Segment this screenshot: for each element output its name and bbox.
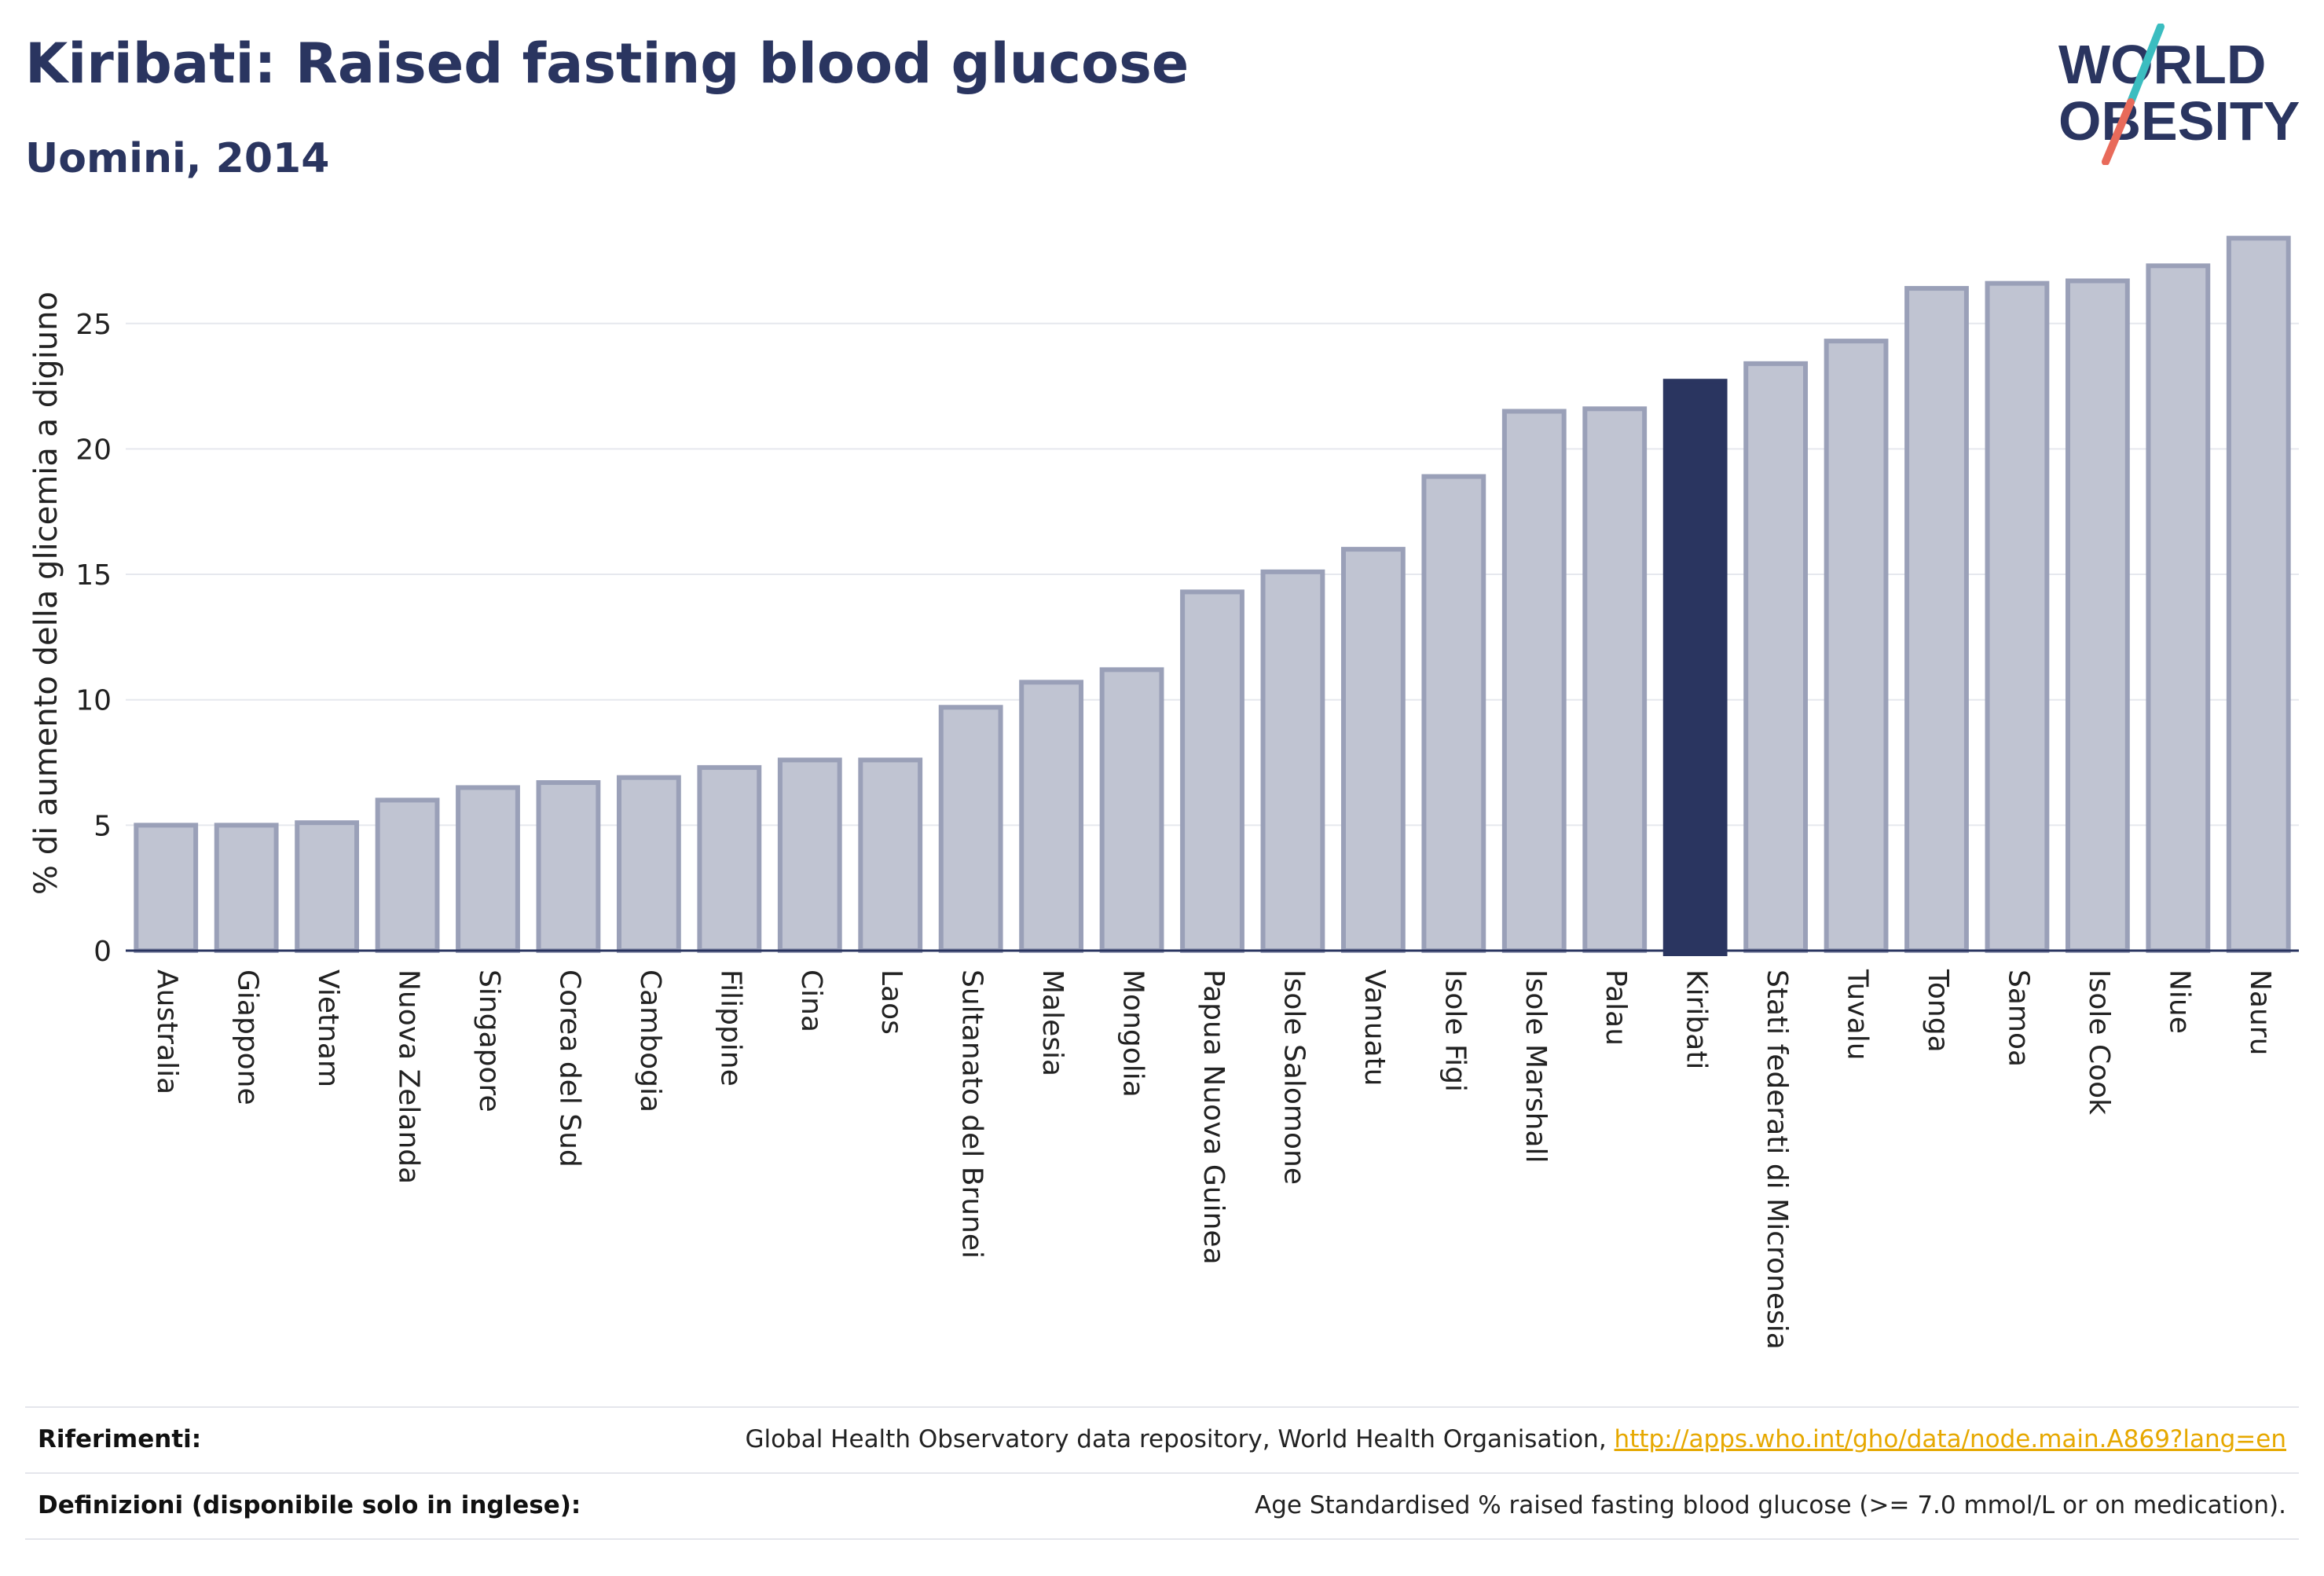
bar-giappone: [214, 823, 279, 953]
bar-corea-del-sud: [536, 780, 601, 954]
bar-isole-cook: [2065, 278, 2130, 953]
bar-sultanato-del-brunei: [938, 705, 1003, 953]
page-subtitle: Uomini, 2014: [25, 135, 330, 182]
x-tick-label: Malesia: [1036, 969, 1069, 1076]
logo-slash-coral-icon: [2102, 98, 2135, 165]
x-tick-label: Vanuatu: [1358, 969, 1391, 1087]
footer-divider-middle: [25, 1472, 2299, 1474]
x-tick-label: Isole Figi: [1439, 969, 1471, 1092]
world-obesity-logo: WORLD OBESITY: [2058, 24, 2300, 165]
x-tick-label: Isole Marshall: [1519, 969, 1552, 1164]
bar-isole-figi: [1421, 474, 1486, 953]
y-tick-label: 20: [75, 434, 112, 466]
x-tick-label: Singapore: [473, 969, 505, 1112]
page-title: Kiribati: Raised fasting blood glucose: [25, 31, 1189, 96]
x-tick-label: Niue: [2163, 969, 2195, 1034]
bar-cina: [777, 757, 842, 953]
x-tick-label: Palau: [1600, 969, 1632, 1046]
logo-slash-teal-icon: [2127, 24, 2165, 106]
definitions-label: Definizioni (disponibile solo in inglese…: [38, 1491, 581, 1519]
bar-tuvalu: [1824, 339, 1889, 953]
x-tick-label: Stati federati di Micronesia: [1761, 969, 1793, 1350]
x-tick-label: Cina: [795, 969, 827, 1032]
x-tick-label: Nuova Zelanda: [393, 969, 425, 1184]
references-text: Global Health Observatory data repositor…: [745, 1425, 1607, 1453]
bar-niue: [2146, 263, 2211, 953]
bar-palau: [1582, 406, 1648, 953]
footer-references-row: Riferimenti: Global Health Observatory d…: [25, 1408, 2299, 1472]
bar-nauru: [2226, 236, 2291, 953]
x-tick-label: Papua Nuova Guinea: [1197, 969, 1230, 1265]
footer-divider-bottom: [25, 1538, 2299, 1540]
y-axis-label: % di aumento della glicemia a digiuno: [28, 291, 64, 895]
bar-laos: [858, 757, 923, 953]
bar-papua-nuova-guinea: [1180, 589, 1244, 953]
x-tick-label: Vietnam: [312, 969, 344, 1087]
y-tick-label: 25: [75, 309, 112, 341]
x-tick-label: Samoa: [2002, 969, 2034, 1067]
bar-vietnam: [295, 820, 360, 953]
references-link[interactable]: http://apps.who.int/gho/data/node.main.A…: [1614, 1425, 2286, 1453]
footer-divider-top: [25, 1406, 2299, 1408]
bar-singapore: [456, 785, 520, 953]
bar-nuova-zelanda: [375, 797, 440, 954]
bar-vanuatu: [1340, 547, 1406, 953]
x-tick-label: Giappone: [232, 969, 264, 1105]
bar-kiribati: [1662, 379, 1728, 956]
bar-isole-marshall: [1501, 409, 1567, 953]
bar-cambogia: [616, 775, 681, 953]
x-tick-label: Tuvalu: [1842, 969, 1874, 1061]
logo-line1: WORLD: [2058, 34, 2266, 95]
references-label: Riferimenti:: [38, 1425, 202, 1453]
y-tick-label: 15: [75, 559, 112, 592]
bar-stati-federati-di-micronesia: [1743, 361, 1809, 953]
x-tick-label: Cambogia: [634, 969, 666, 1112]
bar-filippine: [697, 764, 762, 954]
bar-isole-salomone: [1260, 569, 1325, 953]
x-tick-label: Australia: [151, 969, 183, 1094]
bar-tonga: [1904, 286, 1969, 954]
y-tick-label: 5: [93, 810, 112, 842]
x-tick-label: Laos: [875, 969, 907, 1035]
bar-chart: 0 5 10 15 20 25 Australia Giappone Vietnam Nuova…: [28, 236, 2299, 1350]
x-tick-label: Sultanato del Brunei: [956, 969, 988, 1259]
x-tick-label: Filippine: [714, 969, 746, 1087]
y-tick-labels: 0 5 10 15 20 25: [75, 309, 112, 968]
x-tick-label: Isole Salomone: [1277, 969, 1310, 1185]
bar-malesia: [1019, 680, 1084, 953]
footer-definitions-row: Definizioni (disponibile solo in inglese…: [25, 1474, 2299, 1538]
bars: [134, 236, 2291, 956]
y-tick-label: 0: [93, 936, 112, 968]
x-tick-label: Kiribati: [1681, 969, 1713, 1069]
references-value: Global Health Observatory data repositor…: [745, 1425, 2286, 1453]
bar-mongolia: [1099, 667, 1164, 954]
x-tick-label: Tonga: [1922, 969, 1954, 1053]
bar-australia: [134, 823, 199, 953]
x-tick-label: Isole Cook: [2083, 969, 2115, 1115]
logo-line2: OBESITY: [2058, 90, 2300, 152]
bar-samoa: [1985, 280, 2050, 953]
definitions-value: Age Standardised % raised fasting blood …: [1255, 1491, 2286, 1519]
x-tick-labels: Australia Giappone Vietnam Nuova Zelanda Sin…: [151, 969, 2276, 1350]
x-tick-label: Nauru: [2244, 969, 2276, 1055]
x-tick-label: Corea del Sud: [553, 969, 585, 1167]
x-tick-label: Mongolia: [1117, 969, 1149, 1098]
y-tick-label: 10: [75, 685, 112, 717]
